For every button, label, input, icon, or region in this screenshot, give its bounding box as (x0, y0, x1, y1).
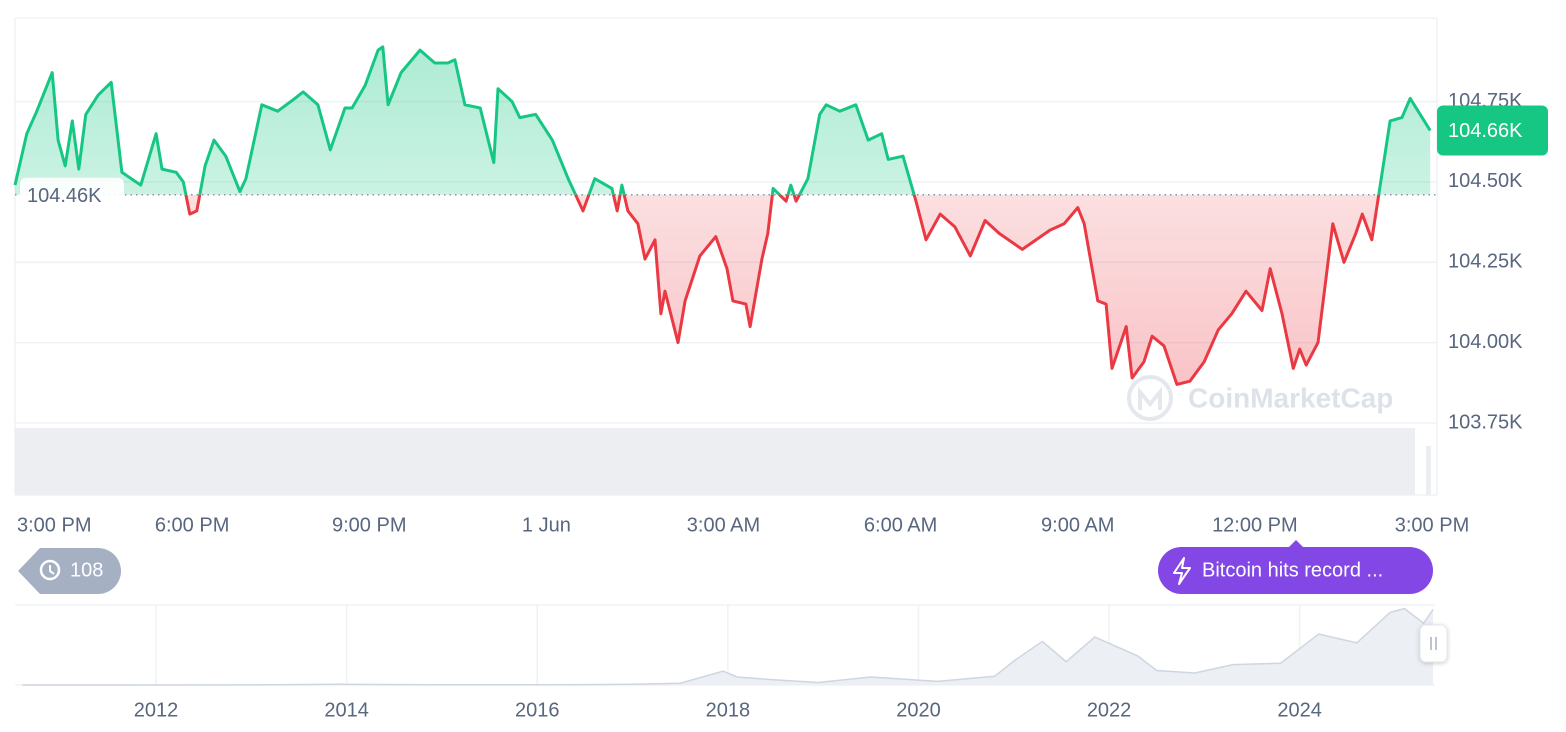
price-line-down (184, 194, 1381, 386)
y-tick-label: 104.50K (1448, 170, 1523, 192)
x-tick-label: 6:00 PM (155, 514, 229, 536)
bolt-icon (1173, 557, 1191, 585)
watermark-text: CoinMarketCap (1188, 382, 1393, 413)
x-tick-label: 3:00 PM (17, 514, 91, 536)
watermark: CoinMarketCap (1127, 375, 1393, 421)
nav-x-tick-label: 2024 (1277, 699, 1322, 721)
x-tick-label: 1 Jun (522, 514, 571, 536)
news-pill-bg[interactable] (1158, 547, 1433, 594)
volume-bar (1426, 446, 1431, 495)
nav-area (22, 608, 1434, 685)
last-price-tag (1437, 105, 1548, 156)
event-count: 108 (70, 559, 103, 581)
area-above (15, 46, 1431, 195)
news-text[interactable]: Bitcoin hits record ... (1202, 559, 1383, 581)
volume-area (15, 428, 1415, 495)
nav-line (22, 607, 1434, 686)
nav-handle-bg[interactable] (1419, 624, 1448, 663)
event-badge[interactable]: 108 (18, 548, 122, 594)
x-tick-label: 9:00 AM (1041, 514, 1114, 536)
x-tick-label: 12:00 PM (1212, 514, 1298, 536)
history-icon (49, 565, 55, 575)
price-line-up (13, 45, 1432, 195)
nav-x-tick-label: 2014 (324, 699, 369, 721)
last-price-label: 104.66K (1448, 120, 1523, 142)
area-below (15, 194, 1431, 385)
baseline-label: 104.46K (27, 185, 102, 207)
navigator: 2012 2014 2016 2018 2020 2022 2024 (15, 604, 1435, 721)
nav-x-tick-label: 2012 (134, 699, 179, 721)
nav-handle[interactable] (1419, 624, 1448, 663)
history-icon (39, 559, 61, 581)
baseline-label-bg (20, 177, 124, 208)
news-pill[interactable]: Bitcoin hits record ... (1158, 540, 1433, 594)
x-tick-label: 9:00 PM (332, 514, 406, 536)
y-tick-label: 104.00K (1448, 331, 1523, 353)
watermark-logo (1138, 386, 1162, 410)
y-tick-label: 104.25K (1448, 251, 1523, 273)
main-plot: 103.75K104.00K104.25K104.50K104.75K3:00 … (13, 45, 1548, 536)
x-tick-label: 3:00 PM (1395, 514, 1469, 536)
x-tick-label: 6:00 AM (864, 514, 937, 536)
watermark-logo (1127, 375, 1173, 421)
nav-x-tick-label: 2016 (515, 699, 560, 721)
event-badge-bg[interactable] (18, 548, 122, 594)
news-pointer (1289, 540, 1303, 547)
nav-x-tick-label: 2018 (706, 699, 751, 721)
nav-x-tick-label: 2020 (896, 699, 941, 721)
y-tick-label: 103.75K (1448, 411, 1523, 433)
nav-x-tick-label: 2022 (1087, 699, 1132, 721)
x-tick-label: 3:00 AM (687, 514, 760, 536)
frame (14, 17, 1438, 496)
